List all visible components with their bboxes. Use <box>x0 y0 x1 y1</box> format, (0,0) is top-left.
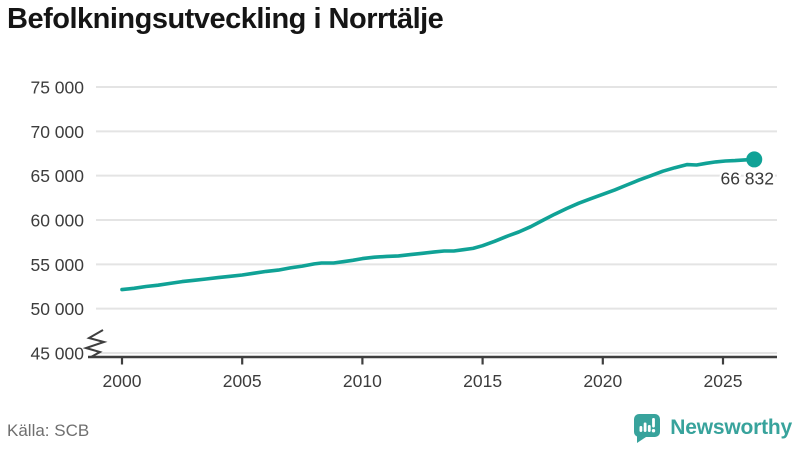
y-tick-label: 50 000 <box>30 299 84 319</box>
end-value-label: 66 832 <box>720 168 774 188</box>
y-tick-label: 70 000 <box>30 122 84 142</box>
x-tick-label: 2025 <box>704 371 743 391</box>
population-line <box>120 157 757 292</box>
y-tick-label: 75 000 <box>30 78 84 98</box>
source-note: Källa: SCB <box>7 421 90 440</box>
brand-name: Newsworthy <box>670 416 792 439</box>
x-tick-label: 2010 <box>343 371 382 391</box>
y-tick-label: 45 000 <box>30 344 84 364</box>
x-tick-label: 2000 <box>103 371 142 391</box>
y-tick-label: 60 000 <box>30 211 84 231</box>
y-tick-label: 65 000 <box>30 166 84 186</box>
y-tick-label: 55 000 <box>30 255 84 275</box>
series-end-dot <box>746 151 763 168</box>
x-tick-label: 2005 <box>223 371 262 391</box>
page-title: Befolkningsutveckling i Norrtälje <box>7 3 444 35</box>
newsworthy-bars-bubble-icon <box>634 414 661 443</box>
x-tick-label: 2015 <box>463 371 502 391</box>
newsworthy-logo: Newsworthy <box>632 412 792 444</box>
x-tick-label: 2020 <box>583 371 622 391</box>
axis-break-icon <box>82 329 108 358</box>
